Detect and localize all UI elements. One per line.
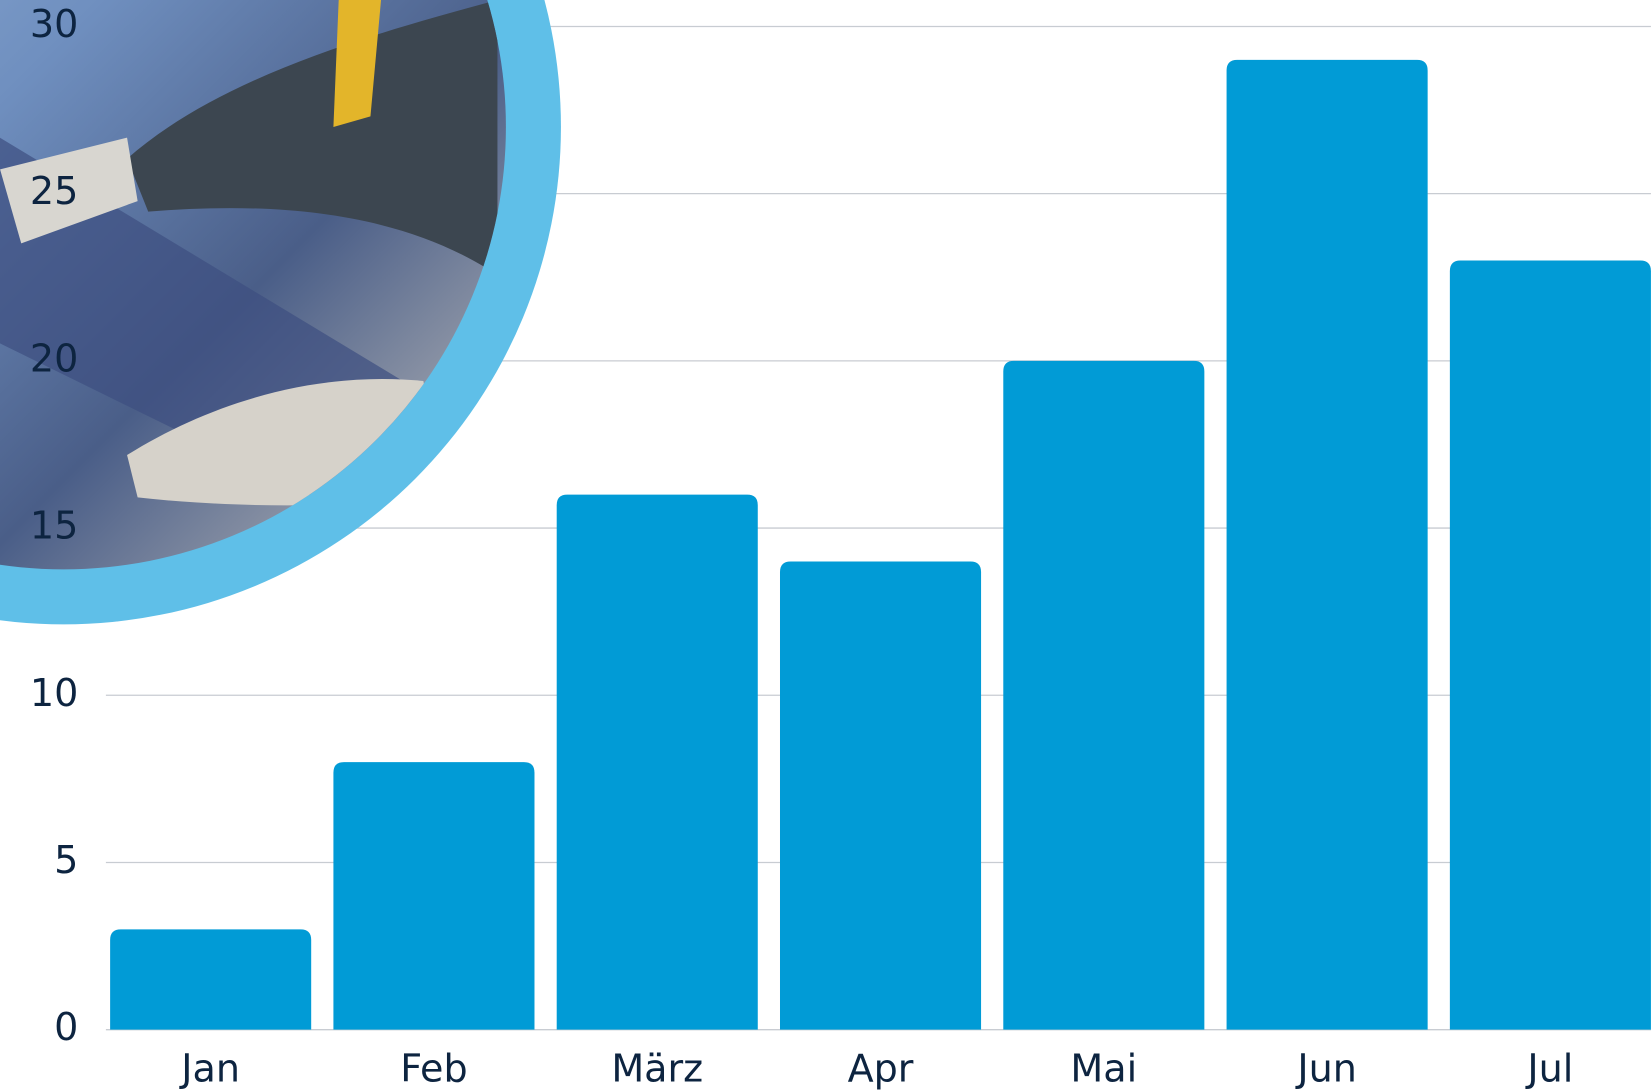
x-tick-label: Jan: [179, 1046, 240, 1090]
bar: [1450, 261, 1651, 1030]
y-tick-label: 20: [30, 336, 78, 380]
bar: [1227, 60, 1428, 1030]
x-tick-label: Jun: [1295, 1046, 1357, 1090]
bar: [333, 762, 534, 1030]
y-tick-label: 10: [30, 671, 78, 715]
x-tick-label: Jul: [1525, 1046, 1573, 1090]
bar: [557, 495, 758, 1030]
y-tick-label: 30: [30, 2, 78, 46]
x-tick-label: Mai: [1070, 1046, 1137, 1090]
chart: 0 5 10 15 20 25 30 Jan Feb März Apr Mai Jun Jul: [0, 0, 1651, 1090]
bar: [110, 929, 311, 1029]
y-tick-label: 25: [30, 169, 78, 213]
bar: [780, 562, 981, 1030]
bar: [1003, 361, 1204, 1030]
x-tick-label: Apr: [848, 1046, 914, 1090]
x-tick-label: März: [611, 1046, 703, 1090]
y-tick-label: 15: [30, 504, 78, 548]
photo: [0, 0, 561, 624]
x-tick-label: Feb: [400, 1046, 467, 1090]
y-tick-label: 0: [54, 1005, 78, 1049]
y-tick-label: 5: [54, 838, 78, 882]
